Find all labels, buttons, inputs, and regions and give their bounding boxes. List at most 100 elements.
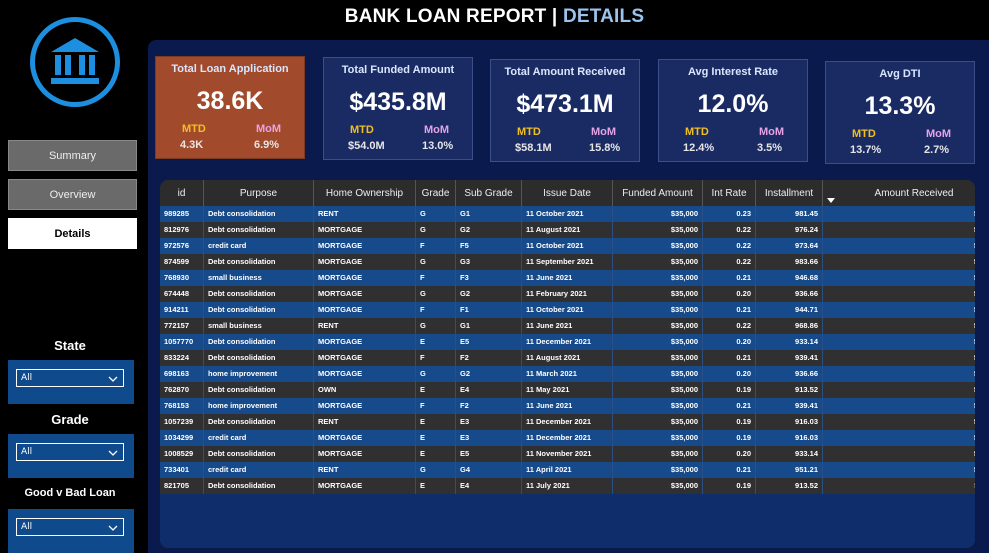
column-header[interactable]: id: [160, 180, 204, 206]
mtd-value: $54.0M: [348, 140, 385, 152]
table-row: 989285 Debt consolidation RENT G G1 11 Octobe…: [160, 206, 975, 222]
table-row: 833224 Debt consolidation MORTGAGE F F2 11 Au…: [160, 350, 975, 366]
table-cell: 946.68: [755, 270, 823, 286]
table-cell: G: [415, 462, 456, 478]
table-cell: 812976: [160, 222, 204, 238]
table-cell: $35,000: [612, 286, 703, 302]
loan-table: id Purpose Home Ownership Grade Sub Grade Iss…: [160, 180, 975, 494]
table-cell: 762870: [160, 382, 204, 398]
table-cell: 1034299: [160, 430, 204, 446]
kpi-value: $435.8M: [349, 88, 447, 116]
header-row: id Purpose Home Ownership Grade Sub Grade Iss…: [160, 180, 975, 206]
table-cell: 733401: [160, 462, 204, 478]
table-cell: Debt consolidation: [203, 206, 314, 222]
dropdown[interactable]: All: [16, 518, 124, 536]
table-cell: F: [415, 270, 456, 286]
mom-label: MoM: [759, 126, 785, 138]
table-cell: 0.22: [702, 318, 756, 334]
table-cell: $54,182: [822, 446, 975, 462]
table-cell: 1057770: [160, 334, 204, 350]
column-header[interactable]: Amount Received: [822, 180, 975, 206]
column-header[interactable]: Sub Grade: [455, 180, 522, 206]
table-cell: F1: [455, 302, 522, 318]
table-cell: 11 December 2021: [521, 334, 613, 350]
table-cell: MORTGAGE: [313, 350, 416, 366]
table-cell: RENT: [313, 462, 416, 478]
kpi-value: 13.3%: [864, 92, 936, 120]
table-cell: Debt consolidation: [203, 254, 314, 270]
table-cell: 933.14: [755, 446, 823, 462]
table-row: 812976 Debt consolidation MORTGAGE G G2 11 Au…: [160, 222, 975, 238]
table-row: 768930 small business MORTGAGE F F3 11 June 2…: [160, 270, 975, 286]
table-body: 989285 Debt consolidation RENT G G1 11 Octobe…: [160, 206, 975, 494]
table-row: 821705 Debt consolidation MORTGAGE E E4 11 Ju…: [160, 478, 975, 494]
table-cell: $35,000: [612, 478, 703, 494]
table-cell: G4: [455, 462, 522, 478]
nav-button[interactable]: Details: [8, 218, 137, 249]
table-cell: $35,000: [612, 414, 703, 430]
mtd-label: MTD: [517, 126, 541, 138]
table-cell: $56,849: [822, 254, 975, 270]
mom-value: 13.0%: [422, 140, 454, 152]
dropdown[interactable]: All: [16, 369, 124, 387]
table-cell: 11 February 2021: [521, 286, 613, 302]
table-cell: G2: [455, 366, 522, 382]
table-cell: $54,112: [822, 478, 975, 494]
mom-label: MoM: [591, 126, 617, 138]
dropdown[interactable]: All: [16, 443, 124, 461]
table-cell: credit card: [203, 238, 314, 254]
table-cell: F: [415, 350, 456, 366]
table-cell: $35,000: [612, 382, 703, 398]
table-cell: 916.03: [755, 414, 823, 430]
table-row: 972576 credit card MORTGAGE F F5 11 October 2…: [160, 238, 975, 254]
table-cell: 11 June 2021: [521, 318, 613, 334]
table-cell: MORTGAGE: [313, 254, 416, 270]
mom-value: 15.8%: [589, 142, 621, 154]
table-cell: $56,199: [822, 286, 975, 302]
table-cell: OWN: [313, 382, 416, 398]
table-cell: $35,000: [612, 366, 703, 382]
table-row: 772157 small business RENT G G1 11 June 2021 $…: [160, 318, 975, 334]
table-cell: 11 August 2021: [521, 350, 613, 366]
table-cell: G: [415, 206, 456, 222]
table-cell: $55,907: [822, 302, 975, 318]
column-header[interactable]: Grade: [415, 180, 456, 206]
filter-label: Good v Bad Loan: [24, 487, 116, 499]
table-cell: 11 December 2021: [521, 414, 613, 430]
table-cell: 11 April 2021: [521, 462, 613, 478]
column-header[interactable]: Issue Date: [521, 180, 613, 206]
filter-box: All: [8, 509, 134, 553]
table-cell: home improvement: [203, 366, 314, 382]
column-header[interactable]: Funded Amount: [612, 180, 703, 206]
table-cell: small business: [203, 318, 314, 334]
table-cell: $35,000: [612, 350, 703, 366]
column-header[interactable]: Installment: [755, 180, 823, 206]
table-cell: 768930: [160, 270, 204, 286]
column-header[interactable]: Int Rate: [702, 180, 756, 206]
table-cell: F5: [455, 238, 522, 254]
table-cell: E: [415, 446, 456, 462]
table-cell: 0.20: [702, 334, 756, 350]
table-cell: E: [415, 334, 456, 350]
nav-button[interactable]: Overview: [8, 179, 137, 210]
column-header[interactable]: Home Ownership: [313, 180, 416, 206]
table-cell: 973.64: [755, 238, 823, 254]
table-cell: 11 June 2021: [521, 270, 613, 286]
table-cell: 968.86: [755, 318, 823, 334]
table-cell: MORTGAGE: [313, 334, 416, 350]
table-cell: MORTGAGE: [313, 430, 416, 446]
table-row: 698163 home improvement MORTGAGE G G2 11 Marc…: [160, 366, 975, 382]
mom-value: 6.9%: [254, 139, 280, 151]
table-cell: MORTGAGE: [313, 446, 416, 462]
table-cell: $35,000: [612, 254, 703, 270]
table-cell: F: [415, 302, 456, 318]
table-cell: $55,769: [822, 318, 975, 334]
table-cell: MORTGAGE: [313, 286, 416, 302]
table-cell: G2: [455, 222, 522, 238]
table-cell: F: [415, 238, 456, 254]
nav-button[interactable]: Summary: [8, 140, 137, 171]
table-cell: E3: [455, 414, 522, 430]
table-cell: 0.21: [702, 350, 756, 366]
column-header[interactable]: Purpose: [203, 180, 314, 206]
